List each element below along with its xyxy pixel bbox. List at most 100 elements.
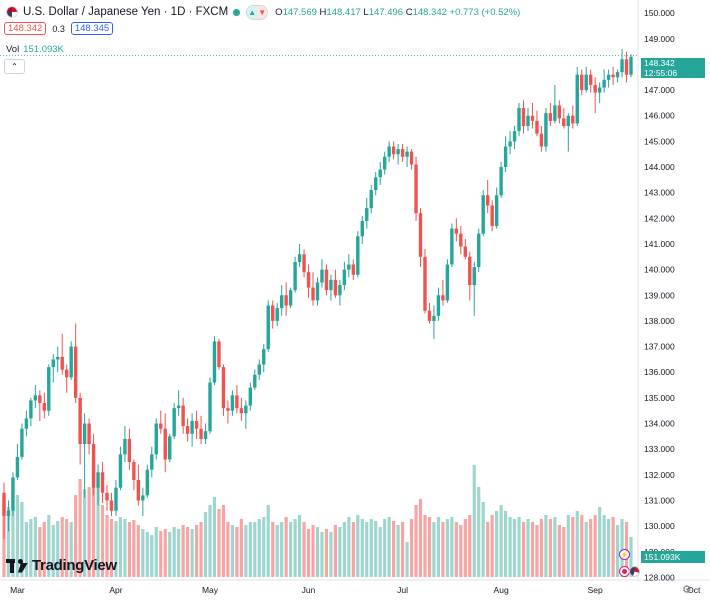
candle-body — [271, 305, 275, 321]
volume-bar — [83, 489, 87, 577]
volume-bar — [289, 522, 293, 577]
candle-body — [481, 195, 485, 234]
x-tick-label: Sep — [588, 585, 603, 595]
volume-bar — [535, 525, 539, 577]
candle-body — [329, 279, 333, 291]
candle-body — [73, 346, 78, 398]
symbol-title[interactable]: U.S. Dollar / Japanese Yen · 1D · FXCM — [23, 6, 229, 18]
candle-body — [526, 115, 530, 126]
volume-bar — [306, 529, 311, 577]
candle-body — [588, 74, 593, 85]
buy-button[interactable]: 148.345 — [70, 22, 114, 35]
y-tick-label: 128.000 — [644, 572, 675, 582]
trade-direction-toggle[interactable]: ▲ ▼ — [246, 4, 269, 20]
y-tick-label: 139.000 — [644, 290, 675, 300]
candle-body — [109, 500, 114, 511]
volume-bar — [387, 517, 391, 577]
volume-bar — [190, 529, 194, 577]
candle-body — [611, 74, 615, 78]
volume-bar — [275, 525, 279, 577]
volume-bar — [611, 517, 615, 577]
candle-body — [132, 462, 136, 480]
volume-bar — [508, 517, 512, 577]
volume-bar — [60, 517, 64, 577]
candle-body — [20, 428, 24, 457]
candle-body — [199, 428, 203, 439]
candle-body — [266, 305, 270, 350]
candle-body — [69, 346, 73, 378]
candle-body — [566, 115, 570, 126]
chevron-up-icon[interactable]: ⌃ — [4, 59, 25, 74]
volume-bar — [450, 517, 454, 577]
volume-bar — [324, 529, 329, 577]
volume-bar — [360, 519, 364, 577]
candle-body — [571, 115, 575, 124]
volume-bar — [607, 519, 611, 577]
candle-body — [239, 408, 244, 414]
volume-bar — [91, 465, 96, 577]
candle-body — [136, 479, 141, 501]
volume-bar — [495, 511, 499, 577]
y-tick-label: 141.000 — [644, 239, 675, 249]
candle-body — [544, 113, 548, 147]
candle-body — [306, 272, 311, 288]
volume-bar — [208, 505, 212, 577]
volume-bar — [20, 502, 24, 577]
y-tick-label: 145.000 — [644, 136, 675, 146]
candle-body — [423, 256, 427, 311]
volume-bar — [145, 532, 149, 577]
candle-body — [302, 254, 306, 273]
x-tick-label: Oct — [687, 585, 701, 595]
y-tick-label: 134.000 — [644, 419, 675, 429]
candle-body — [418, 213, 423, 257]
arrow-up-icon[interactable]: ▲ — [247, 5, 258, 19]
volume-bar — [329, 532, 333, 577]
candle-body — [557, 105, 562, 119]
candle-body — [562, 118, 566, 126]
candle-body — [65, 369, 69, 378]
volume-bar — [575, 511, 579, 577]
candle-body — [11, 477, 15, 511]
candle-body — [217, 341, 221, 368]
volume-bar — [262, 517, 266, 577]
candle-body — [262, 349, 266, 365]
candle-body — [82, 423, 87, 445]
y-tick-label: 138.000 — [644, 316, 675, 326]
high-value: 148.417 — [326, 6, 361, 18]
volume-bar — [320, 532, 324, 577]
candle-body — [190, 420, 194, 434]
volume-bar — [315, 527, 320, 577]
candle-body — [203, 431, 208, 439]
x-tick-label: Jul — [397, 585, 408, 595]
sell-button[interactable]: 148.342 — [4, 22, 47, 35]
volume-bar — [454, 522, 458, 577]
volume-bar — [177, 529, 181, 577]
close-value: 148.342 — [412, 6, 447, 18]
gear-icon[interactable]: ⚙ — [682, 584, 692, 596]
volume-bar — [486, 522, 490, 577]
candle-body — [391, 146, 396, 155]
candle-body — [235, 395, 239, 409]
volume-bar — [311, 525, 315, 577]
arrow-down-icon[interactable]: ▼ — [257, 5, 268, 19]
candle-body — [38, 395, 42, 404]
candle-body — [521, 108, 526, 126]
candle-body — [123, 438, 127, 455]
volume-bar — [293, 519, 297, 577]
us-event-icon[interactable] — [629, 566, 640, 577]
volume-bar — [383, 519, 387, 577]
lightning-icon[interactable]: ⚡ — [619, 549, 630, 560]
volume-bar — [530, 522, 535, 577]
candle-body — [185, 426, 190, 434]
candle-body — [51, 359, 55, 368]
volume-bar — [539, 519, 544, 577]
candle-body — [490, 205, 494, 227]
y-tick-label: 146.000 — [644, 111, 675, 121]
candle-body — [24, 418, 29, 429]
volume-bar — [38, 527, 42, 577]
candle-body — [606, 74, 611, 80]
candle-body — [150, 454, 154, 470]
candle-body — [454, 228, 459, 234]
volume-legend: Vol 151.093K — [6, 44, 64, 55]
